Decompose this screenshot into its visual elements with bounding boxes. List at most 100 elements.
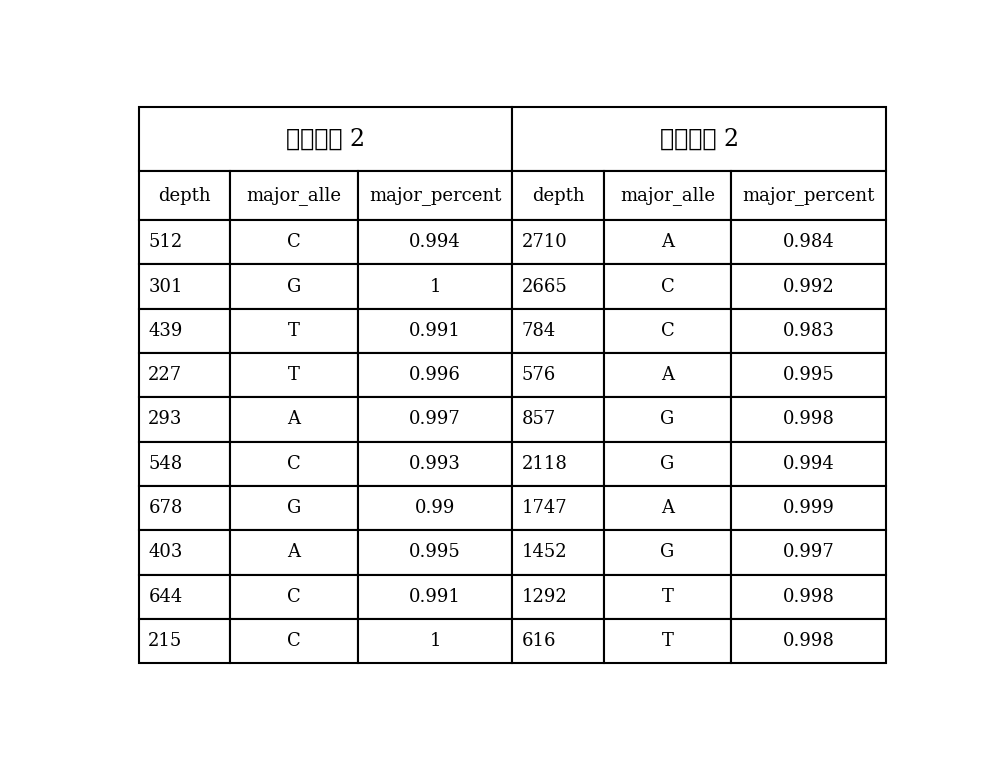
Text: 0.99: 0.99 xyxy=(415,499,455,517)
Text: 857: 857 xyxy=(522,410,556,428)
Text: G: G xyxy=(287,499,301,517)
Bar xyxy=(731,397,886,441)
Bar xyxy=(604,264,731,309)
Bar xyxy=(512,107,886,171)
Bar xyxy=(604,171,731,220)
Text: 678: 678 xyxy=(148,499,183,517)
Bar xyxy=(230,309,358,353)
Text: 0.984: 0.984 xyxy=(783,233,834,251)
Text: 0.995: 0.995 xyxy=(409,544,461,562)
Bar xyxy=(512,575,604,619)
Text: major_percent: major_percent xyxy=(742,186,875,205)
Bar xyxy=(358,171,512,220)
Bar xyxy=(139,619,230,663)
Bar xyxy=(358,619,512,663)
Text: 576: 576 xyxy=(522,366,556,384)
Text: 待定男性 2: 待定男性 2 xyxy=(660,128,739,151)
Text: 0.996: 0.996 xyxy=(409,366,461,384)
Text: 0.998: 0.998 xyxy=(783,410,834,428)
Bar xyxy=(358,397,512,441)
Bar xyxy=(139,171,230,220)
Text: 403: 403 xyxy=(148,544,183,562)
Bar xyxy=(512,353,604,397)
Bar xyxy=(731,575,886,619)
Bar xyxy=(512,309,604,353)
Text: T: T xyxy=(288,322,300,340)
Bar xyxy=(731,619,886,663)
Bar xyxy=(230,353,358,397)
Text: T: T xyxy=(662,587,673,606)
Bar xyxy=(604,531,731,575)
Bar xyxy=(512,619,604,663)
Text: 215: 215 xyxy=(148,632,182,650)
Text: 0.995: 0.995 xyxy=(783,366,834,384)
Text: major_percent: major_percent xyxy=(369,186,501,205)
Bar xyxy=(358,441,512,486)
Bar xyxy=(731,486,886,531)
Bar xyxy=(139,486,230,531)
Text: 512: 512 xyxy=(148,233,182,251)
Text: 1747: 1747 xyxy=(522,499,567,517)
Bar xyxy=(604,353,731,397)
Bar xyxy=(512,220,604,264)
Bar xyxy=(604,397,731,441)
Bar xyxy=(230,531,358,575)
Text: 0.992: 0.992 xyxy=(783,278,834,295)
Bar xyxy=(358,220,512,264)
Bar xyxy=(358,353,512,397)
Bar xyxy=(512,397,604,441)
Text: 0.994: 0.994 xyxy=(783,455,834,473)
Text: C: C xyxy=(287,233,301,251)
Text: 227: 227 xyxy=(148,366,182,384)
Bar xyxy=(731,353,886,397)
Text: C: C xyxy=(661,278,674,295)
Bar xyxy=(731,171,886,220)
Bar xyxy=(139,107,512,171)
Bar xyxy=(230,397,358,441)
Text: 0.997: 0.997 xyxy=(409,410,461,428)
Text: 784: 784 xyxy=(522,322,556,340)
Text: 0.998: 0.998 xyxy=(783,587,834,606)
Bar xyxy=(139,575,230,619)
Text: 0.991: 0.991 xyxy=(409,322,461,340)
Bar xyxy=(358,531,512,575)
Bar xyxy=(731,441,886,486)
Text: 644: 644 xyxy=(148,587,182,606)
Text: A: A xyxy=(661,499,674,517)
Text: T: T xyxy=(662,632,673,650)
Bar xyxy=(731,220,886,264)
Bar xyxy=(230,171,358,220)
Text: 1292: 1292 xyxy=(522,587,568,606)
Bar xyxy=(230,220,358,264)
Bar xyxy=(139,353,230,397)
Bar xyxy=(512,264,604,309)
Bar xyxy=(604,619,731,663)
Text: 0.991: 0.991 xyxy=(409,587,461,606)
Bar xyxy=(358,486,512,531)
Bar xyxy=(230,486,358,531)
Text: A: A xyxy=(661,366,674,384)
Text: G: G xyxy=(660,410,675,428)
Text: 616: 616 xyxy=(522,632,556,650)
Text: 1452: 1452 xyxy=(522,544,567,562)
Bar xyxy=(604,486,731,531)
Bar xyxy=(604,441,731,486)
Bar xyxy=(512,486,604,531)
Bar xyxy=(731,531,886,575)
Text: 0.997: 0.997 xyxy=(783,544,834,562)
Bar xyxy=(512,171,604,220)
Text: T: T xyxy=(288,366,300,384)
Text: 1: 1 xyxy=(429,278,441,295)
Text: 0.983: 0.983 xyxy=(783,322,834,340)
Bar xyxy=(139,531,230,575)
Bar xyxy=(604,220,731,264)
Bar xyxy=(139,220,230,264)
Bar xyxy=(230,441,358,486)
Bar xyxy=(512,531,604,575)
Text: A: A xyxy=(287,544,300,562)
Bar xyxy=(139,309,230,353)
Text: 0.993: 0.993 xyxy=(409,455,461,473)
Text: depth: depth xyxy=(158,186,211,204)
Text: major_alle: major_alle xyxy=(246,186,341,205)
Text: 孕妇样本 2: 孕妇样本 2 xyxy=(286,128,365,151)
